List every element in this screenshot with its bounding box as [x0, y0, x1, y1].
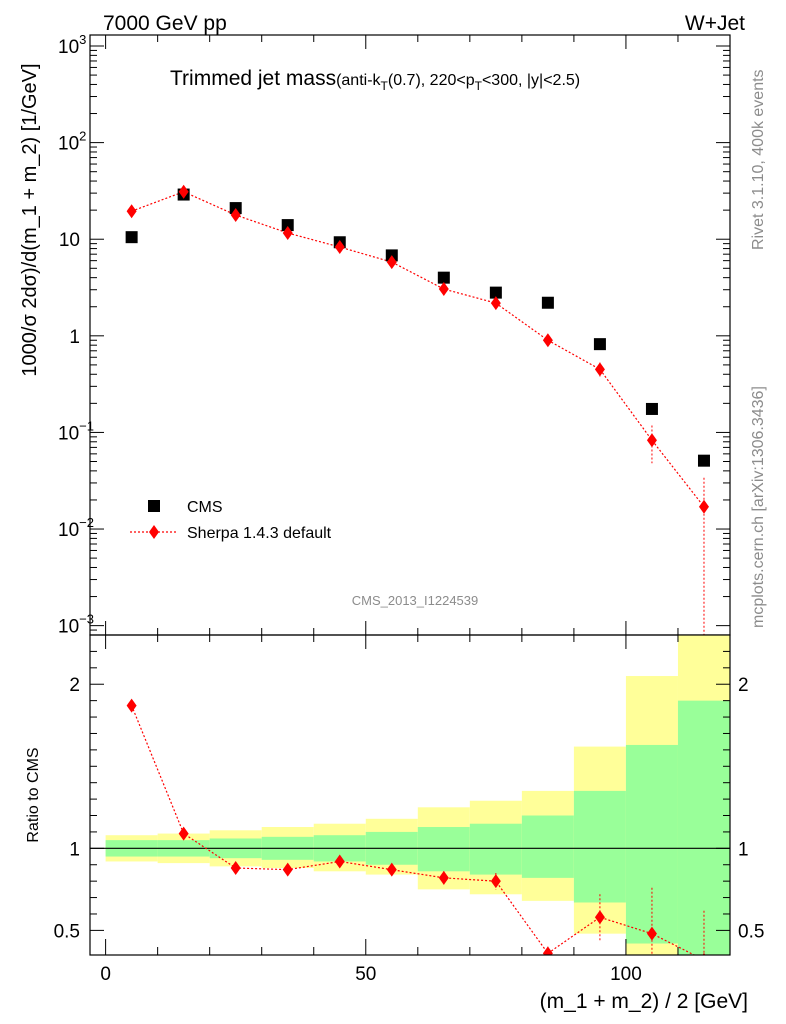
legend-label-sherpa: Sherpa 1.4.3 default [187, 525, 332, 542]
mcplots-label: mcplots.cern.ch [arXiv:1306.3436] [750, 386, 767, 628]
ratio-point [646, 926, 657, 941]
sherpa-point [282, 225, 293, 240]
rivet-version-label: Rivet 3.1.10, 400k events [750, 69, 767, 250]
x-tick-label: 0 [100, 964, 111, 985]
sherpa-line [131, 191, 705, 508]
ratio-plot-frame [89, 634, 731, 956]
main-y-tick-label: 10−1 [58, 418, 94, 444]
cms-point [125, 231, 138, 244]
ratio-band-green [521, 815, 574, 878]
ratio-y-tick-label-left: 1 [69, 839, 80, 860]
ratio-band-green [573, 790, 626, 903]
cms-point [541, 296, 554, 309]
ratio-point [178, 826, 189, 841]
ratio-band-green [417, 827, 470, 872]
main-y-tick-label: 10 [59, 230, 80, 251]
sherpa-point [698, 499, 709, 514]
ratio-point [542, 946, 553, 955]
ratio-y-axis-label: Ratio to CMS [25, 747, 42, 842]
sherpa-point [334, 240, 345, 255]
sherpa-point [646, 433, 657, 448]
ratio-point [438, 870, 449, 885]
cms-point [593, 338, 606, 351]
main-y-tick-label: 103 [58, 32, 86, 58]
sherpa-point [490, 296, 501, 311]
cms-point [645, 402, 658, 415]
ratio-band-green [625, 744, 678, 944]
x-axis-label: (m_1 + m_2) / 2 [GeV] [540, 990, 748, 1013]
sherpa-point [126, 204, 137, 219]
ratio-point [230, 861, 241, 876]
main-y-axis-label: 1000/σ 2dσ)/d(m_1 + m_2) [1/GeV] [19, 63, 41, 376]
cms-point [489, 286, 502, 299]
ratio-series-group [126, 698, 706, 955]
legend-label-cms: CMS [187, 499, 223, 516]
cms-point [437, 271, 450, 284]
main-y-tick-label: 10−2 [58, 515, 94, 541]
legend-marker-sherpa [149, 525, 159, 539]
x-tick-label: 50 [355, 964, 376, 985]
main-y-tick-label: 10−3 [58, 612, 94, 638]
ratio-y-tick-label-right: 0.5 [738, 921, 764, 942]
sherpa-point [438, 282, 449, 297]
main-plot-frame [89, 34, 731, 636]
sherpa-point [594, 362, 605, 377]
watermark: CMS_2013_I1224539 [352, 593, 479, 608]
ratio-point [282, 862, 293, 877]
ratio-y-tick-label-right: 1 [738, 839, 749, 860]
ratio-point [386, 862, 397, 877]
sherpa-point [386, 255, 397, 270]
sherpa-point [542, 333, 553, 348]
ratio-point [490, 874, 501, 889]
ratio-y-tick-label-right: 2 [738, 675, 749, 696]
ratio-line [131, 705, 696, 955]
ratio-y-tick-label-left: 0.5 [54, 921, 80, 942]
main-y-tick-label: 102 [58, 129, 86, 155]
ratio-band-green [469, 823, 522, 875]
ratio-point [594, 910, 605, 925]
legend-marker-cms [148, 500, 160, 512]
legend: CMS Sherpa 1.4.3 default [130, 499, 332, 542]
header-right-label: W+Jet [685, 12, 745, 35]
cms-point [281, 219, 294, 232]
main-title: Trimmed jet mass(anti-kT(0.7), 220<pT<30… [170, 67, 580, 93]
x-tick-label: 100 [610, 964, 642, 985]
sherpa-point [230, 208, 241, 223]
header-left-label: 7000 GeV pp [103, 12, 227, 35]
ratio-point [334, 854, 345, 869]
ratio-y-tick-label-left: 2 [69, 675, 80, 696]
sherpa-point [178, 184, 189, 199]
ratio-point [126, 698, 137, 713]
cms-point [697, 454, 710, 467]
main-y-tick-label: 1 [69, 327, 80, 348]
ratio-plot: 0.5 0.5 1 1 2 2 0 50 100 Ratio to CMS (m_1 + m_2… [25, 634, 764, 1013]
ratio-band-green [677, 700, 730, 955]
